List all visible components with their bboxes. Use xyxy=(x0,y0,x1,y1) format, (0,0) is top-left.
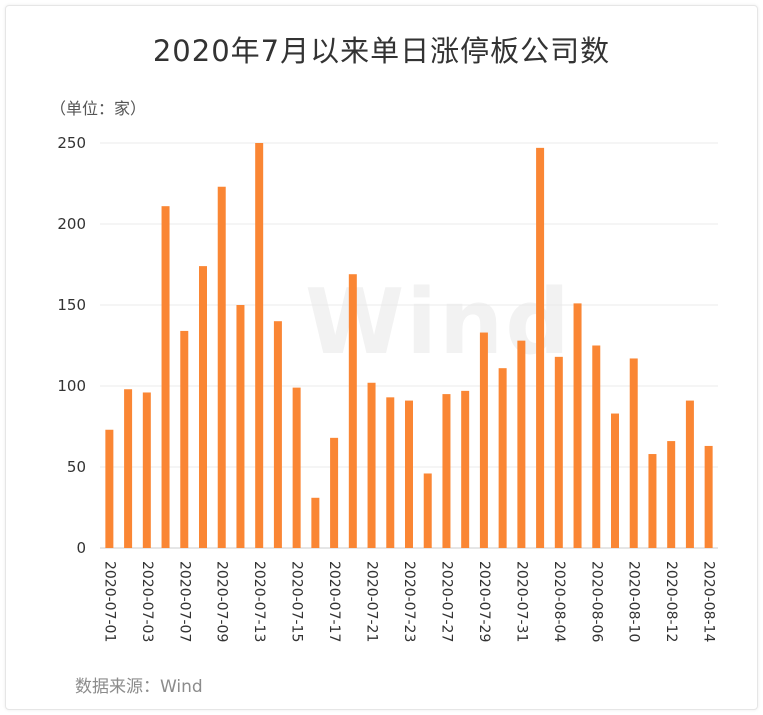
bar xyxy=(142,392,151,548)
bar xyxy=(199,266,207,548)
bar xyxy=(423,473,432,548)
bar xyxy=(611,413,619,548)
bar xyxy=(648,454,657,548)
bar xyxy=(161,206,170,548)
y-tick-label: 50 xyxy=(67,458,86,476)
source-label: 数据来源：Wind xyxy=(75,677,203,697)
bar xyxy=(217,186,226,549)
x-tick-label: 2020-07-01 xyxy=(101,561,117,642)
bar xyxy=(479,332,488,548)
bar xyxy=(592,345,601,548)
bar xyxy=(461,390,470,548)
bar xyxy=(105,429,114,548)
bar xyxy=(311,497,320,548)
bar xyxy=(292,387,301,548)
x-tick-label: 2020-08-04 xyxy=(551,561,567,642)
x-tick-label: 2020-08-12 xyxy=(663,561,679,642)
bar xyxy=(386,397,395,548)
x-tick-label: 2020-07-07 xyxy=(176,561,192,642)
x-tick-label: 2020-08-06 xyxy=(588,561,604,642)
bar xyxy=(685,400,694,548)
chart-frame xyxy=(5,5,758,710)
bar xyxy=(348,274,357,548)
x-tick-label: 2020-07-03 xyxy=(139,561,155,642)
x-tick-label: 2020-07-27 xyxy=(438,561,454,642)
x-tick-label: 2020-07-09 xyxy=(214,561,230,642)
bar xyxy=(124,389,133,548)
bar xyxy=(405,400,413,548)
bar xyxy=(236,305,245,548)
y-tick-label: 250 xyxy=(57,134,86,152)
chart-title: 2020年7月以来单日涨停板公司数 xyxy=(152,34,611,68)
x-tick-label: 2020-07-21 xyxy=(364,561,380,642)
x-tick-label: 2020-07-31 xyxy=(513,561,529,642)
x-tick-label: 2020-07-13 xyxy=(251,561,267,642)
x-tick-label: 2020-07-29 xyxy=(476,561,492,642)
y-tick-label: 100 xyxy=(57,377,86,395)
unit-label: （单位：家） xyxy=(50,99,147,118)
bar xyxy=(667,441,676,548)
bar xyxy=(498,368,507,548)
y-tick-label: 150 xyxy=(57,296,86,314)
bar xyxy=(536,147,545,549)
bar xyxy=(367,382,376,548)
bar xyxy=(629,358,638,548)
bar xyxy=(442,394,451,548)
x-tick-label: 2020-08-10 xyxy=(626,561,642,642)
x-tick-label: 2020-08-14 xyxy=(701,561,717,642)
bar xyxy=(255,143,264,548)
y-tick-label: 200 xyxy=(57,215,86,233)
bar xyxy=(517,340,526,548)
bar xyxy=(573,303,582,548)
bar xyxy=(704,445,713,548)
bar xyxy=(330,437,339,548)
x-tick-label: 2020-07-23 xyxy=(401,561,417,642)
bar xyxy=(273,321,282,548)
y-tick-label: 0 xyxy=(76,539,86,557)
bar xyxy=(180,330,189,548)
bar xyxy=(554,356,563,548)
x-tick-label: 2020-07-15 xyxy=(289,561,305,642)
x-tick-label: 2020-07-17 xyxy=(326,561,342,642)
